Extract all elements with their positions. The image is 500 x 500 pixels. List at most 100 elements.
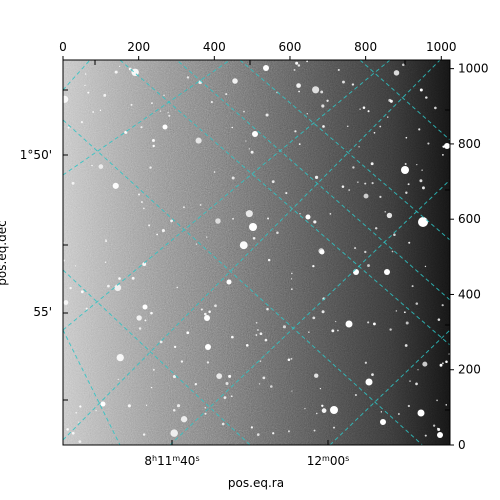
star xyxy=(203,312,207,316)
star xyxy=(297,64,301,67)
star xyxy=(257,329,259,331)
star xyxy=(124,130,128,134)
bright-star xyxy=(319,249,325,255)
y-tick-label: 0 xyxy=(458,438,466,452)
star xyxy=(107,284,110,288)
star xyxy=(208,310,211,314)
star xyxy=(308,331,310,333)
bright-star xyxy=(365,378,373,386)
grid-line xyxy=(176,60,450,301)
star xyxy=(75,411,78,414)
star xyxy=(352,166,355,169)
ra-seconds: 40 xyxy=(180,454,195,468)
y-tick-label: 1000 xyxy=(458,62,489,76)
bright-star xyxy=(204,315,210,321)
star xyxy=(342,80,345,84)
star xyxy=(245,344,249,347)
star xyxy=(439,363,443,367)
star xyxy=(341,185,345,188)
star xyxy=(230,395,233,398)
star xyxy=(367,110,370,113)
star xyxy=(92,111,95,113)
star xyxy=(291,272,293,275)
ra-seconds-unit: s xyxy=(195,454,199,463)
star xyxy=(393,70,400,76)
bright-star xyxy=(263,65,269,71)
bright-star xyxy=(401,166,409,174)
ra-tick-label: 12m00s xyxy=(307,454,350,469)
star xyxy=(320,90,324,94)
star xyxy=(99,109,102,112)
star xyxy=(354,247,357,250)
star xyxy=(152,144,155,148)
star xyxy=(161,229,165,233)
star xyxy=(408,241,411,244)
star xyxy=(389,328,392,331)
star xyxy=(91,164,93,167)
star xyxy=(389,99,393,103)
star xyxy=(114,284,122,292)
star xyxy=(176,404,181,408)
star xyxy=(290,278,293,280)
star xyxy=(206,361,210,364)
star xyxy=(159,110,162,112)
star xyxy=(231,176,235,180)
star xyxy=(306,60,308,63)
star xyxy=(371,182,374,185)
x-tick-label: 600 xyxy=(279,40,302,54)
star xyxy=(314,175,319,179)
star xyxy=(266,307,269,311)
star xyxy=(87,91,90,94)
star xyxy=(402,63,405,67)
star xyxy=(395,310,398,312)
bright-star xyxy=(345,320,353,328)
bright-star xyxy=(205,344,211,350)
star xyxy=(252,236,256,240)
star xyxy=(221,422,225,426)
star xyxy=(424,434,427,437)
star xyxy=(329,212,332,215)
star xyxy=(114,70,118,74)
star xyxy=(245,210,253,218)
star xyxy=(287,358,291,362)
star xyxy=(436,399,438,402)
star xyxy=(103,93,107,97)
star xyxy=(333,426,336,429)
star xyxy=(331,329,335,333)
star xyxy=(405,191,408,194)
star xyxy=(145,404,148,406)
star xyxy=(422,361,428,367)
y-tick-label: 200 xyxy=(458,363,481,377)
star xyxy=(422,186,425,190)
star xyxy=(424,265,427,268)
star xyxy=(364,361,367,364)
star xyxy=(358,146,360,148)
star xyxy=(380,411,383,413)
star xyxy=(69,286,72,290)
star xyxy=(248,148,250,150)
star xyxy=(199,203,202,206)
star xyxy=(167,111,169,114)
star xyxy=(267,217,270,220)
star xyxy=(163,94,165,97)
star xyxy=(84,84,86,87)
star xyxy=(419,179,423,183)
star xyxy=(367,264,370,267)
star xyxy=(228,374,232,378)
star xyxy=(71,431,75,435)
star xyxy=(373,322,376,326)
star xyxy=(85,307,88,310)
star xyxy=(259,360,262,362)
star xyxy=(271,180,275,184)
star xyxy=(204,412,207,415)
star xyxy=(118,65,121,67)
star xyxy=(258,383,261,385)
star xyxy=(98,164,104,169)
bright-star xyxy=(417,409,425,417)
star xyxy=(71,181,75,185)
star xyxy=(206,236,208,238)
star xyxy=(195,243,198,245)
x-tick-label: 200 xyxy=(127,40,150,54)
star xyxy=(379,125,382,128)
star xyxy=(117,378,119,380)
